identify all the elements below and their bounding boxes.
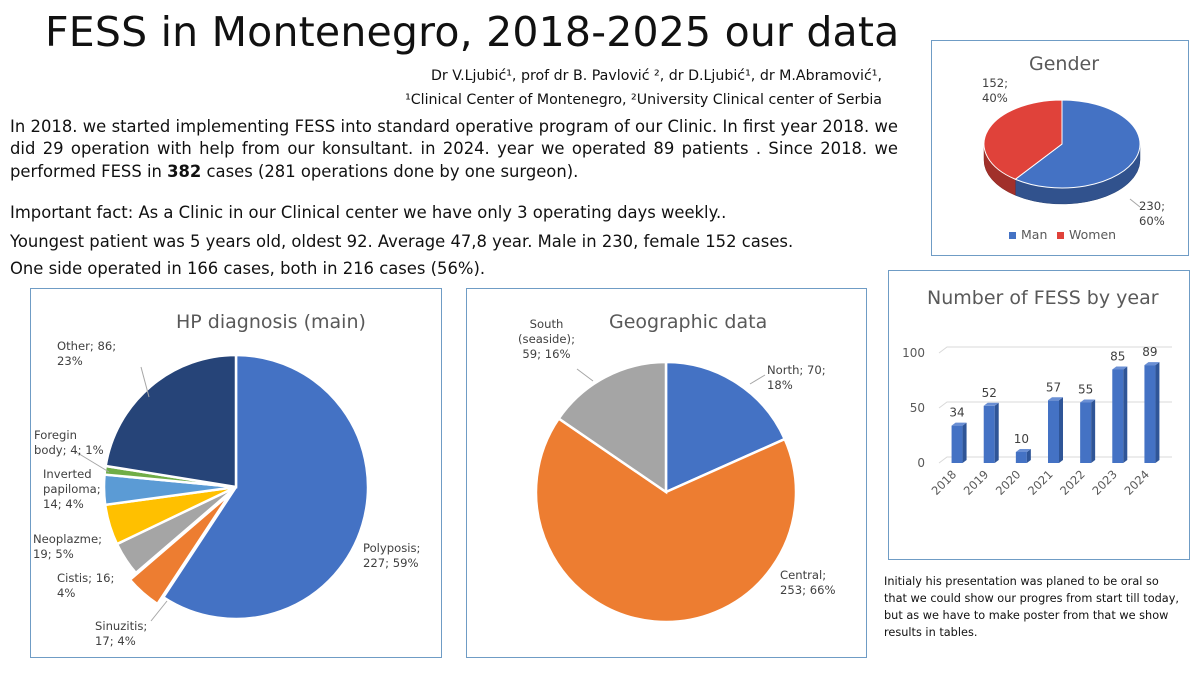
gender-chart-panel: Gender 152; 40% 230; 60% Man Women [931,40,1189,256]
intro-total-cases: 382 [167,161,202,181]
bar-side [1091,399,1096,463]
gender-pie [983,99,1141,208]
x-tick-label: 2020 [993,467,1024,498]
hp-diagnosis-pie [75,353,370,622]
bar-2022 [1080,402,1092,463]
x-tick-label: 2021 [1025,467,1056,498]
intro-text: In 2018. we started implementing FESS in… [10,117,898,181]
central-label: Central; 253; 66% [780,568,836,598]
bar-top [951,422,967,426]
leader-line [75,451,110,473]
gridline [938,346,1172,354]
bar-2024 [1144,365,1156,463]
data-label: 55 [1078,383,1093,397]
x-tick-label: 2018 [929,467,960,498]
women-slice-label: 152; 40% [982,76,1009,106]
pie-slice-man [1014,99,1141,189]
leader-line [576,368,594,382]
man-slice-label: 230; 60% [1139,199,1166,229]
bar-side [1026,449,1031,463]
chart-title: Number of FESS by year [927,287,1159,309]
chart-title: Geographic data [609,311,768,333]
legend-label: Women [1069,227,1117,242]
legend-women: Women [1057,227,1116,242]
poster-title: FESS in Montenegro, 2018-2025 our data [45,8,900,56]
bar-top [1080,399,1096,403]
legend-swatch [1057,232,1064,239]
pie-slice-polyposis [161,353,370,621]
bar-side [994,402,999,463]
data-label: 57 [1046,380,1061,394]
bar-2021 [1048,400,1059,463]
pie-slice-sinuzitis [128,492,232,606]
bar-top [983,402,999,406]
bar-side [1059,397,1063,463]
affiliations-line: ¹Clinical Center of Montenegro, ²Univers… [405,92,882,108]
fess-by-year-chart-panel: Number of FESS by year 0 50 100 34 2018 52 201… [888,270,1190,560]
x-tick-label: 2023 [1089,467,1120,498]
data-label: 10 [1014,432,1029,446]
inverted-papiloma-label: Inverted papiloma; 14; 4% [43,467,101,512]
y-tick-label: 50 [910,401,925,415]
y-tick-label: 100 [902,346,925,360]
leader-line [749,374,766,385]
legend-man: Man [1009,227,1047,242]
fact-sides: One side operated in 166 cases, both in … [10,259,486,278]
data-label: 89 [1142,345,1157,359]
x-tick-label: 2024 [1121,467,1152,498]
pie-slice-other [104,353,238,489]
neoplazme-label: Neoplazme; 19; 5% [33,532,103,562]
north-label: North; 70; 18% [767,363,826,393]
bar-top [1048,397,1063,401]
leader-line [150,600,168,622]
sinuzitis-label: Sinuzitis; 17; 4% [95,619,148,649]
bar-top [1144,362,1160,366]
chart-title: HP diagnosis (main) [176,311,366,333]
hp-diagnosis-chart-panel: HP diagnosis (main) Polyposis; 227; 59% … [30,288,442,658]
leader-line [1129,198,1141,208]
polyposis-label: Polyposis; 227; 59% [363,541,421,571]
y-tick-label: 0 [917,456,925,470]
bar-2023 [1112,369,1124,463]
data-label: 52 [982,386,997,400]
cistis-label: Cistis; 16; 4% [57,571,115,601]
fact-demographics: Youngest patient was 5 years old, oldest… [10,232,794,251]
pie-slice-south-seaside [556,360,668,495]
bar-2018 [951,425,963,463]
fact-operating-days: Important fact: As a Clinic in our Clini… [10,203,727,222]
bar-top [1015,449,1031,452]
bar-2019 [983,405,995,463]
presentation-note: Initialy his presentation was planed to … [884,575,1179,640]
bar-2020 [1015,452,1027,463]
other-label: Other; 86; 23% [57,339,117,369]
bar-side [1123,366,1128,463]
x-tick-label: 2022 [1057,467,1088,498]
gridline [938,456,1172,464]
south-label: South (seaside); 59; 16% [518,317,575,362]
intro-paragraph: In 2018. we started implementing FESS in… [10,116,898,183]
geographic-pie [534,360,798,624]
authors-line: Dr V.Ljubić¹, prof dr B. Pavlović ², dr … [431,68,882,84]
pie-slice-women [983,99,1063,180]
gridline [938,401,1172,409]
pie-slice-central [534,416,798,624]
legend-swatch [1009,232,1016,239]
geographic-chart-panel: Geographic data North; 70; 18% Central; … [466,288,867,658]
pie-slice-north [664,360,787,494]
legend-label: Man [1021,227,1048,242]
foregin-body-label: Foregin body; 4; 1% [34,428,104,458]
x-tick-label: 2019 [961,467,992,498]
chart-title: Gender [1029,53,1100,75]
bar-side [1155,362,1160,463]
fess-bar-chart: 0 50 100 34 2018 52 2019 10 2020 57 2021 55 2022 85 20… [902,345,1172,498]
data-label: 34 [949,406,964,420]
bar-side [962,422,967,463]
data-label: 85 [1110,350,1125,364]
bar-top [1112,366,1128,370]
leader-line [140,366,150,398]
intro-text-end: cases (281 operations done by one surgeo… [201,161,579,181]
